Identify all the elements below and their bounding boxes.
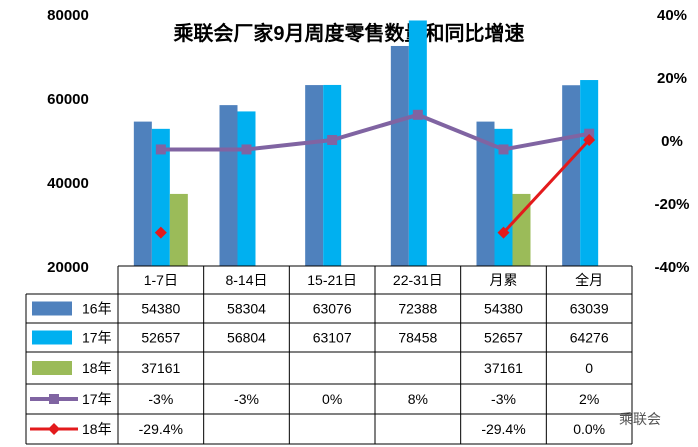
bar-1-3 xyxy=(305,85,324,266)
bar-3-5 xyxy=(512,193,531,266)
chart-title: 乘联会厂家9月周度零售数量和同比增速 xyxy=(172,21,524,45)
bar-2-3 xyxy=(323,84,342,267)
table-header-cell: 8-14日 xyxy=(225,272,267,288)
table-header-cell: 全月 xyxy=(575,272,603,288)
line-18-marker xyxy=(497,226,510,239)
legend-key-bar xyxy=(32,361,72,375)
table-cell: 0 xyxy=(585,360,593,376)
table-cell: 63076 xyxy=(313,301,352,317)
bar-2-6 xyxy=(580,80,599,266)
bar-1-5 xyxy=(476,121,495,266)
y-right-tick-label: -20% xyxy=(654,196,689,213)
bar-2-2 xyxy=(237,111,256,266)
table-header-cell: 22-31日 xyxy=(393,272,443,288)
table-header-cell: 1-7日 xyxy=(144,272,178,288)
y-right-tick-label: 40% xyxy=(657,7,687,24)
line-18-marker xyxy=(583,134,596,146)
bar-1-1 xyxy=(133,121,152,266)
y-left-tick-label: 60000 xyxy=(47,91,89,108)
table-cell: 37161 xyxy=(141,360,180,376)
line-17-marker xyxy=(412,109,423,120)
table-header-cell: 月累 xyxy=(490,272,518,288)
line-series-17 xyxy=(160,112,590,152)
table-cell: 64276 xyxy=(570,330,609,346)
legend-key-marker xyxy=(49,394,59,404)
table-cell: 54380 xyxy=(484,301,523,317)
table-cell: 52657 xyxy=(484,330,523,346)
table-cell: 37161 xyxy=(484,360,523,376)
bar-2-4 xyxy=(408,20,427,267)
y-right-tick-label: 20% xyxy=(657,70,687,87)
y-right-tick-label: 0% xyxy=(661,133,683,150)
legend-key-bar xyxy=(32,301,72,316)
table-row-label: 18年 xyxy=(82,360,112,376)
table-cell: -29.4% xyxy=(481,421,525,437)
legend-key-bar xyxy=(32,330,72,345)
table-cell: 8% xyxy=(408,391,428,407)
table-cell: 58304 xyxy=(227,301,266,317)
line-17-marker xyxy=(241,144,252,155)
table-row-label: 17年 xyxy=(82,391,112,407)
table-cell: 2% xyxy=(579,391,599,407)
y-right-tick-label: -40% xyxy=(654,259,689,276)
table-cell: 63039 xyxy=(570,301,609,317)
line-17-marker xyxy=(155,144,166,155)
table-cell: 0.0% xyxy=(573,421,605,437)
line-17-marker xyxy=(327,135,338,145)
bar-1-2 xyxy=(219,105,238,266)
line-17-marker xyxy=(498,144,509,155)
table-cell: -3% xyxy=(148,391,173,407)
table-cell: 54380 xyxy=(141,301,180,317)
line-18-marker xyxy=(154,226,167,239)
table-cell: -3% xyxy=(234,391,259,407)
table-cell: -29.4% xyxy=(139,421,183,437)
bar-3-1 xyxy=(169,193,188,266)
y-left-tick-label: 40000 xyxy=(47,175,89,192)
y-left-tick-label: 80000 xyxy=(47,7,89,24)
table-cell: 78458 xyxy=(398,330,437,346)
table-row-label: 16年 xyxy=(82,301,112,317)
bar-1-4 xyxy=(390,45,409,267)
table-cell: 72388 xyxy=(398,301,437,317)
line-series-18 xyxy=(502,138,591,234)
table-header-cell: 15-21日 xyxy=(307,272,357,288)
legend-key-marker xyxy=(48,423,60,435)
table-cell: 56804 xyxy=(227,330,266,346)
table-row-label: 17年 xyxy=(82,330,112,346)
y-left-tick-label: 20000 xyxy=(47,259,89,276)
watermark-text: 乘联会 xyxy=(619,411,661,427)
table-row-label: 18年 xyxy=(82,421,112,437)
table-cell: -3% xyxy=(491,391,516,407)
line-17-marker xyxy=(584,128,595,139)
table-cell: 0% xyxy=(322,391,342,407)
bar-1-6 xyxy=(562,85,581,266)
table-cell: 52657 xyxy=(141,330,180,346)
table-cell: 63107 xyxy=(313,330,352,346)
